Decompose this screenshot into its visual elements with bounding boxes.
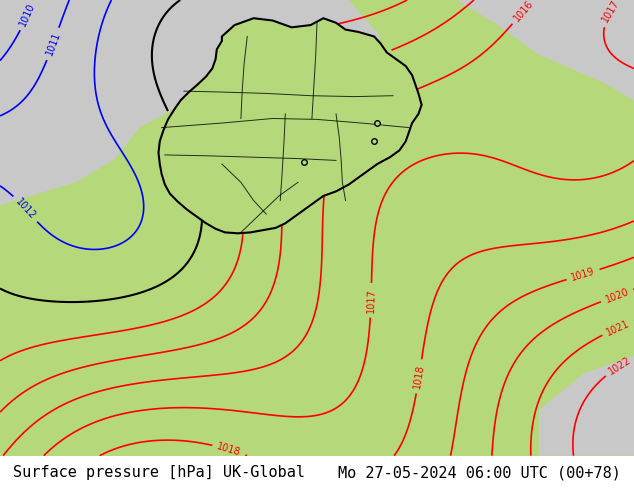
Text: 1013: 1013 (165, 113, 186, 140)
Text: 1018: 1018 (412, 364, 426, 390)
Polygon shape (539, 355, 634, 456)
Text: 1010: 1010 (18, 1, 37, 28)
Text: 1019: 1019 (570, 266, 597, 283)
Text: Mo 27-05-2024 06:00 UTC (00+78): Mo 27-05-2024 06:00 UTC (00+78) (339, 466, 621, 480)
Text: 1014: 1014 (226, 126, 240, 152)
Text: 1012: 1012 (13, 196, 37, 221)
Text: Surface pressure [hPa] UK-Global: Surface pressure [hPa] UK-Global (13, 466, 305, 480)
Polygon shape (158, 18, 422, 233)
Text: 1020: 1020 (604, 287, 630, 305)
Text: 1011: 1011 (44, 31, 62, 57)
Text: 1015: 1015 (362, 48, 389, 66)
Text: 1017: 1017 (366, 288, 377, 313)
Polygon shape (456, 0, 634, 100)
Text: 1021: 1021 (605, 318, 631, 337)
Polygon shape (0, 0, 380, 205)
Text: 1016: 1016 (512, 0, 535, 23)
Text: 1022: 1022 (607, 355, 633, 377)
Text: 1017: 1017 (600, 0, 621, 24)
Text: 1018: 1018 (216, 441, 242, 458)
